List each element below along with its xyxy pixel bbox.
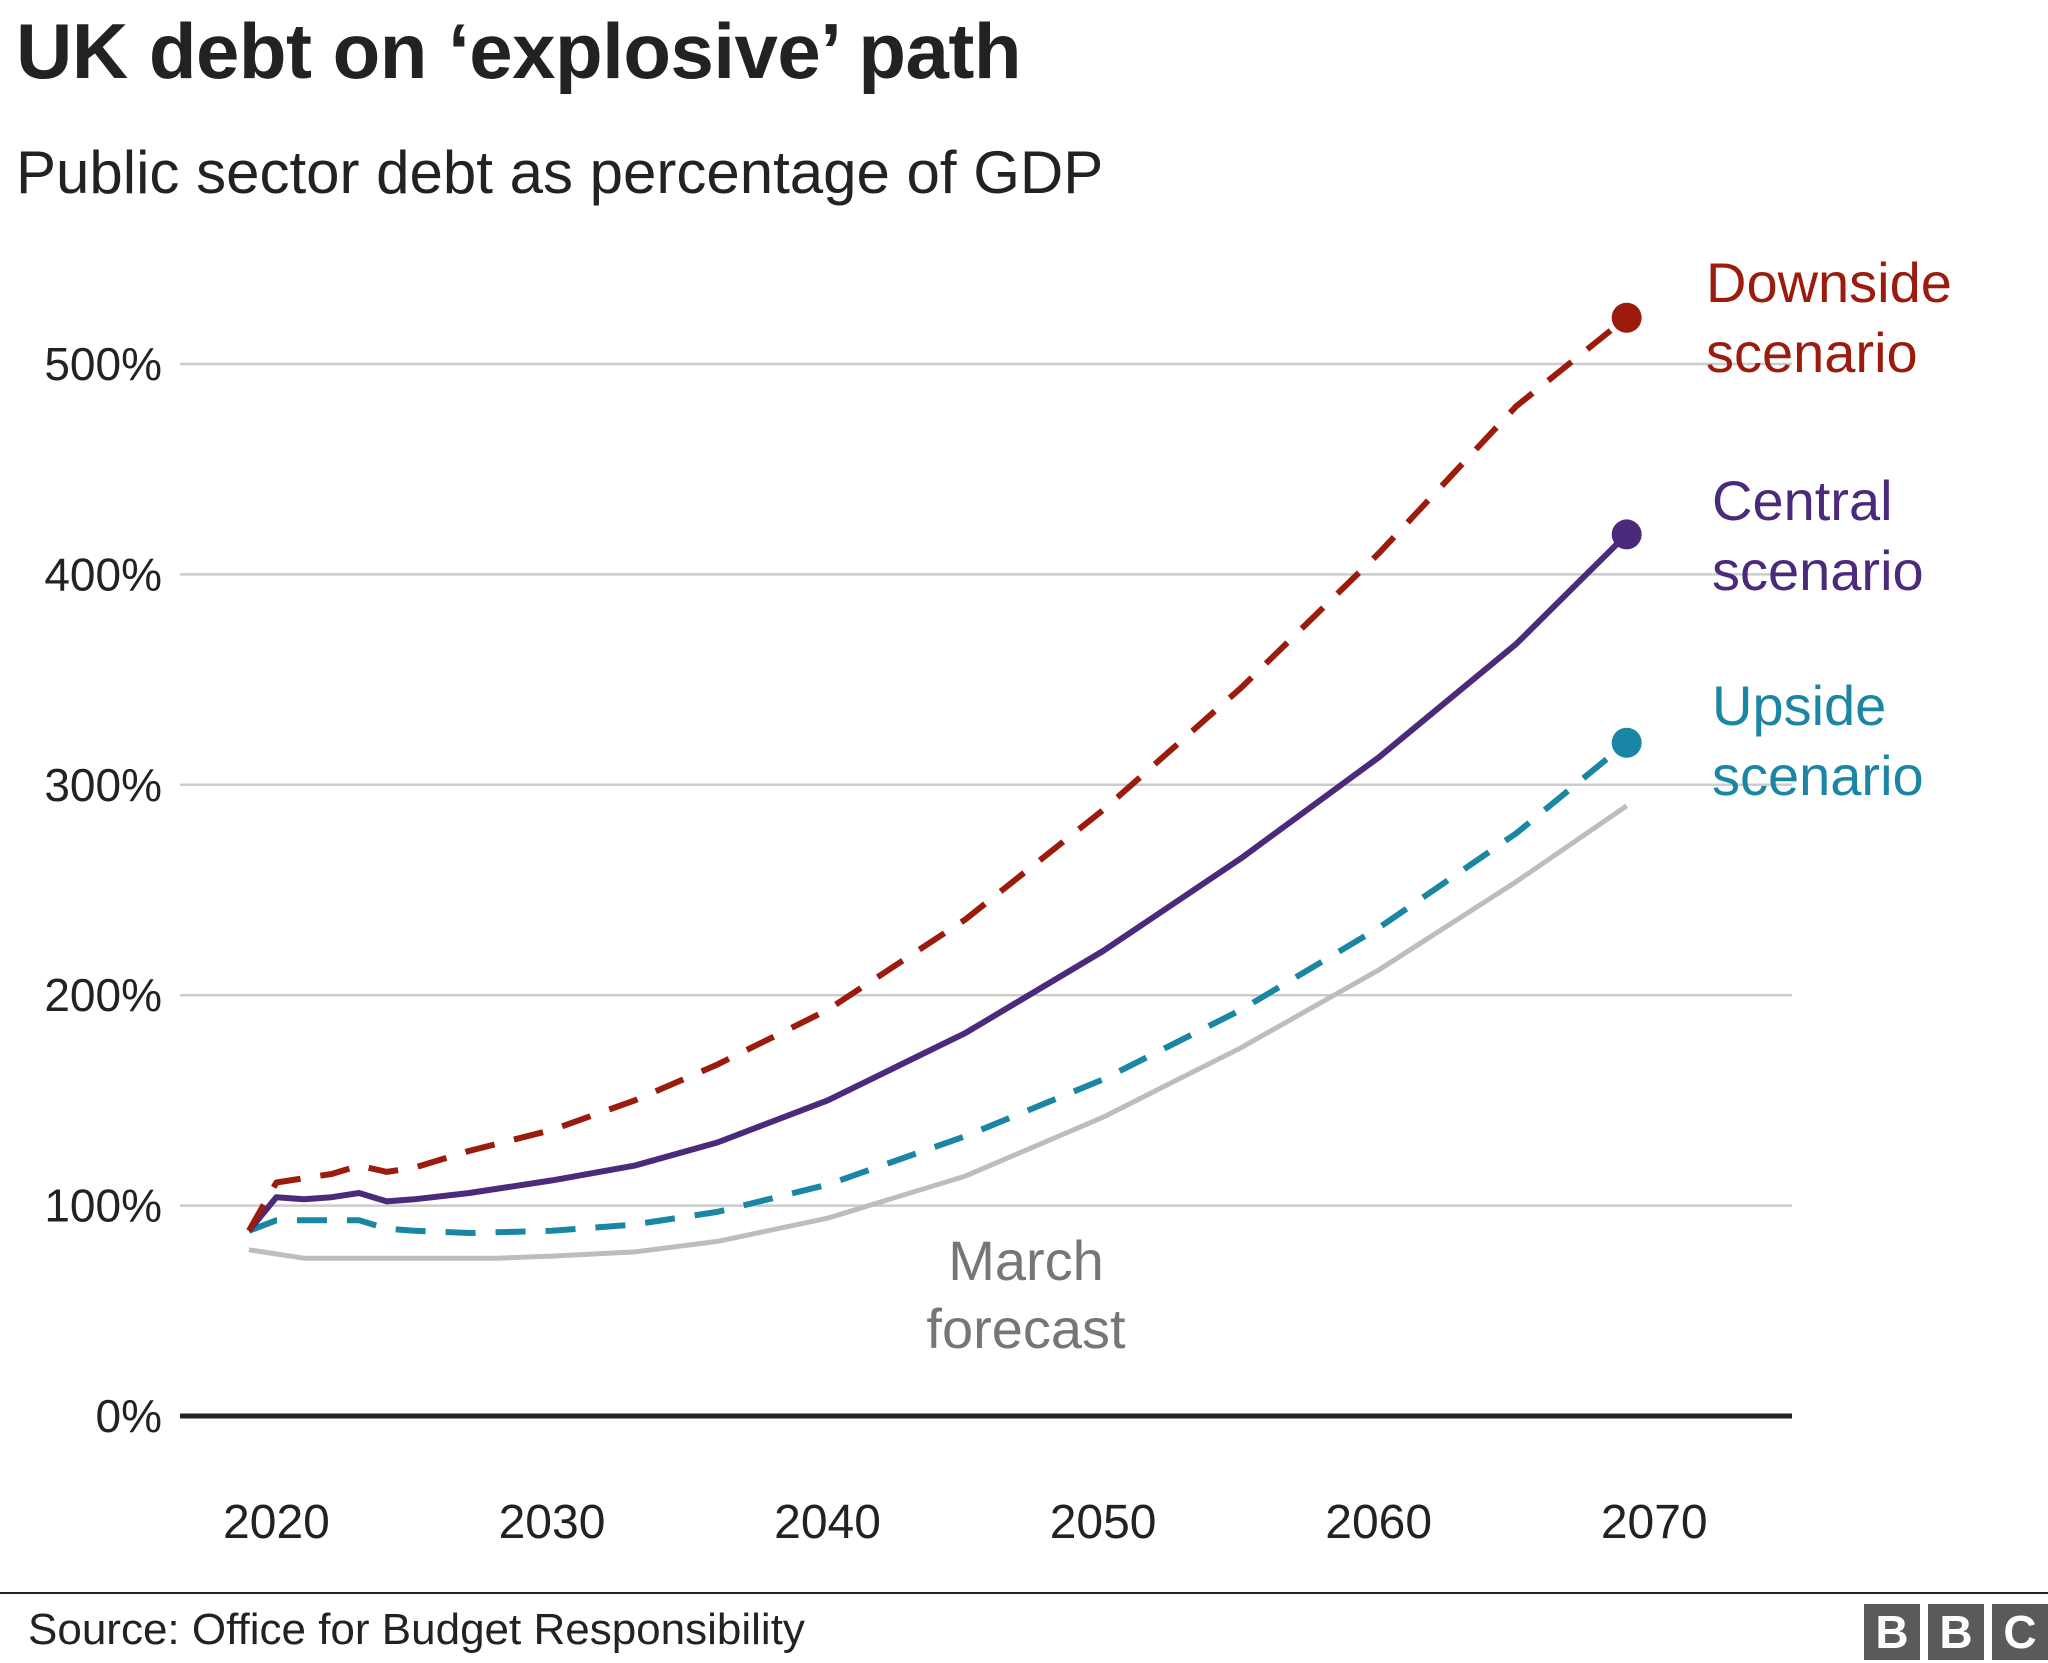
- series-end-marker-upside: [1611, 727, 1642, 758]
- chart-subtitle: Public sector debt as percentage of GDP: [16, 139, 1104, 206]
- series-label-line: Downside: [1706, 251, 1952, 314]
- source-note: Source: Office for Budget Responsibility: [28, 1605, 805, 1654]
- y-tick-label: 200%: [44, 969, 162, 1021]
- x-tick-label: 2070: [1601, 1496, 1708, 1549]
- y-tick-label: 400%: [44, 548, 162, 600]
- series-line-upside: [247, 740, 1629, 1236]
- footer-divider: [0, 1592, 2048, 1594]
- series-label-line: scenario: [1706, 321, 1918, 384]
- bbc-logo-letter: B: [1928, 1604, 1984, 1660]
- y-tick-label: 0%: [96, 1390, 162, 1442]
- chart-title: UK debt on ‘explosive’ path: [16, 7, 1022, 95]
- x-tick-label: 2050: [1050, 1496, 1157, 1549]
- bbc-logo-letter: C: [1992, 1604, 2048, 1660]
- series-lines: [246, 302, 1642, 1261]
- series-label-line: forecast: [926, 1297, 1126, 1360]
- series-label-upside: Upside scenario: [1712, 674, 1924, 807]
- x-tick-label: 2040: [774, 1496, 881, 1549]
- line-chart: 0%100%200%300%400%500% 2020 2030 2040 2050 2…: [44, 251, 1952, 1549]
- series-line-march: [248, 803, 1629, 1261]
- series-label-march: March forecast: [926, 1229, 1126, 1360]
- gridlines: [180, 362, 1792, 1419]
- series-label-line: scenario: [1712, 744, 1924, 807]
- series-labels: Downside scenario Central scenario Upside sce…: [926, 251, 1952, 1360]
- series-end-marker-downside: [1611, 302, 1642, 333]
- series-label-downside: Downside scenario: [1706, 251, 1952, 384]
- x-tick-label: 2030: [499, 1496, 606, 1549]
- series-label-line: March: [948, 1229, 1104, 1292]
- y-axis-ticks: 0% 100% 200% 300% 400% 500%: [44, 338, 162, 1442]
- x-tick-label: 2020: [223, 1496, 330, 1549]
- bbc-logo-letter: B: [1864, 1604, 1920, 1660]
- series-label-line: scenario: [1712, 539, 1924, 602]
- series-line-downside: [246, 315, 1629, 1233]
- series-label-line: Upside: [1712, 674, 1886, 737]
- series-end-marker-central: [1611, 519, 1642, 550]
- series-label-central: Central scenario: [1712, 469, 1924, 602]
- series-label-line: Central: [1712, 469, 1893, 532]
- y-tick-label: 500%: [44, 338, 162, 390]
- series-line-central: [246, 532, 1629, 1233]
- x-tick-label: 2060: [1325, 1496, 1432, 1549]
- y-tick-label: 300%: [44, 759, 162, 811]
- x-axis-ticks: 2020 2030 2040 2050 2060 2070: [223, 1496, 1708, 1549]
- bbc-logo: B B C: [1864, 1604, 2048, 1660]
- y-tick-label: 100%: [44, 1180, 162, 1232]
